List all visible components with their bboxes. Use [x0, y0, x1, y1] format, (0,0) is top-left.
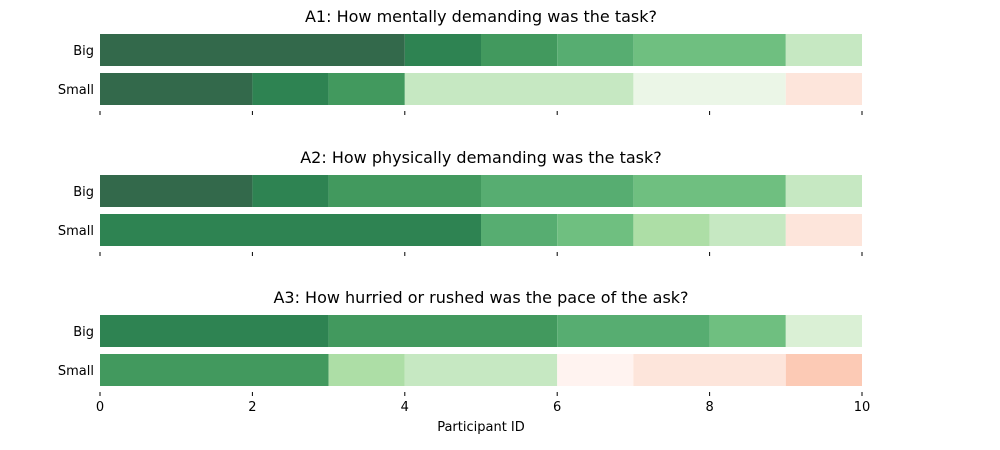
bar-segment-small-5 — [633, 354, 786, 386]
bar-segment-big-3 — [481, 34, 558, 66]
bar-segment-small-5 — [633, 73, 786, 105]
bar-segment-small-4 — [404, 73, 634, 105]
chart-panel-1: A1: How mentally demanding was the task?… — [58, 7, 863, 115]
bar-segment-small-4 — [557, 354, 634, 386]
x-tick-label: 6 — [553, 400, 561, 415]
bar-segment-big-2 — [328, 315, 558, 347]
bar-segment-small-1 — [100, 354, 329, 386]
category-label: Small — [58, 364, 94, 379]
category-label: Big — [73, 185, 94, 200]
x-axis-label: Participant ID — [437, 420, 525, 435]
bar-segment-small-3 — [404, 354, 558, 386]
chart-panel-3: A3: How hurried or rushed was the pace o… — [58, 288, 870, 435]
bar-segment-small-1 — [100, 214, 481, 246]
bar-segment-small-6 — [785, 354, 862, 386]
bar-segment-small-6 — [785, 73, 862, 105]
bar-segment-small-4 — [633, 214, 710, 246]
x-tick-label: 2 — [248, 400, 256, 415]
category-label: Big — [73, 325, 94, 340]
bar-segment-small-2 — [481, 214, 558, 246]
chart-title: A1: How mentally demanding was the task? — [305, 7, 657, 26]
bar-segment-big-2 — [252, 175, 329, 207]
bar-segment-big-5 — [633, 175, 786, 207]
bar-segment-small-6 — [785, 214, 862, 246]
bar-segment-big-4 — [709, 315, 786, 347]
bar-segment-small-2 — [252, 73, 329, 105]
bar-segment-big-6 — [785, 34, 862, 66]
bar-segment-big-4 — [557, 34, 634, 66]
bar-segment-big-2 — [404, 34, 481, 66]
chart-panel-2: A2: How physically demanding was the tas… — [58, 148, 863, 256]
bar-segment-big-4 — [481, 175, 634, 207]
x-tick-label: 8 — [705, 400, 713, 415]
chart-title: A3: How hurried or rushed was the pace o… — [273, 288, 688, 307]
bar-segment-big-5 — [633, 34, 786, 66]
chart-title: A2: How physically demanding was the tas… — [300, 148, 662, 167]
x-tick-label: 4 — [401, 400, 409, 415]
bar-segment-big-1 — [100, 175, 253, 207]
bar-segment-small-5 — [709, 214, 786, 246]
x-tick-label: 10 — [854, 400, 871, 415]
bar-segment-big-6 — [785, 175, 862, 207]
bar-segment-small-3 — [328, 73, 405, 105]
category-label: Big — [73, 44, 94, 59]
bar-segment-small-1 — [100, 73, 253, 105]
bar-segment-big-5 — [785, 315, 862, 347]
category-label: Small — [58, 83, 94, 98]
bar-segment-big-3 — [557, 315, 710, 347]
category-label: Small — [58, 224, 94, 239]
bar-segment-big-1 — [100, 315, 329, 347]
bar-segment-big-1 — [100, 34, 405, 66]
x-tick-label: 0 — [96, 400, 104, 415]
bar-segment-small-2 — [328, 354, 405, 386]
bar-segment-small-3 — [557, 214, 634, 246]
bar-segment-big-3 — [328, 175, 481, 207]
